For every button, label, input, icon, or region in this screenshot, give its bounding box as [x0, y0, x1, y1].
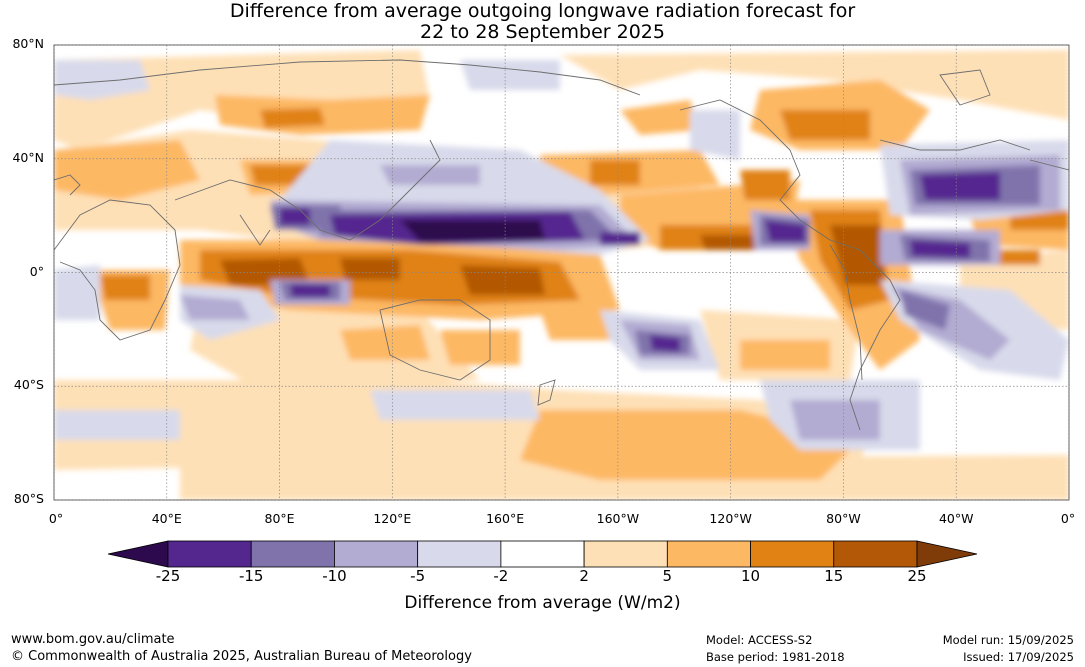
- base-period: Base period: 1981-2018: [706, 650, 845, 664]
- anomaly-field: [54, 45, 1069, 500]
- longitude-label: 160°E: [486, 511, 525, 526]
- website-link[interactable]: www.bom.gov.au/climate: [11, 632, 175, 647]
- issued-date: Issued: 17/09/2025: [963, 650, 1074, 664]
- chart-title-line-1: Difference from average outgoing longwav…: [229, 0, 856, 22]
- chart-title-line-2: 22 to 28 September 2025: [420, 21, 665, 43]
- colorbar: [107, 540, 978, 568]
- colorbar-tick-label: -10: [322, 567, 347, 585]
- longitude-label: 160°W: [596, 511, 640, 526]
- colorbar-tick-label: 10: [741, 567, 761, 585]
- coastlines: [54, 59, 1069, 431]
- colorbar-segment: [666, 540, 751, 568]
- colorbar-extend-high: [916, 540, 978, 568]
- model-run-date: Model run: 15/09/2025: [942, 633, 1074, 647]
- colorbar-tick-label: -25: [155, 567, 181, 585]
- latitude-label: 0°: [29, 263, 44, 279]
- longitude-label: 120°E: [373, 511, 412, 526]
- colorbar-tick-label: 5: [662, 567, 673, 585]
- latitude-label: 40°S: [13, 377, 44, 393]
- longitude-label: 0°: [1060, 511, 1076, 526]
- latitude-label: 80°S: [13, 491, 44, 506]
- colorbar-tick-label: 15: [824, 567, 844, 585]
- colorbar-tick-label: 25: [907, 567, 927, 585]
- colorbar-segment: [417, 540, 502, 568]
- colorbar-extend-low: [107, 540, 169, 568]
- colorbar-tick-label: -5: [410, 567, 426, 585]
- longitude-label: 80°W: [826, 511, 861, 526]
- colorbar-segment: [167, 540, 252, 568]
- colorbar-segment: [500, 540, 585, 568]
- model-name: Model: ACCESS-S2: [706, 633, 813, 647]
- colorbar-segment: [750, 540, 835, 568]
- map-frame: [53, 44, 1070, 501]
- colorbar-tick-label: -2: [493, 567, 509, 585]
- latitude-label: 80°N: [12, 36, 44, 51]
- longitude-label: 80°E: [264, 511, 295, 526]
- latitude-label: 40°N: [12, 149, 44, 165]
- colorbar-tick-label: -15: [238, 567, 264, 585]
- longitude-label: 120°W: [709, 511, 752, 526]
- longitude-label: 0°: [48, 511, 64, 526]
- colorbar-label: Difference from average (W/m2): [404, 593, 681, 613]
- copyright-text: © Commonwealth of Australia 2025, Austra…: [11, 649, 472, 664]
- colorbar-segment: [583, 540, 668, 568]
- longitude-label: 40°W: [938, 511, 974, 526]
- colorbar-segment: [334, 540, 419, 568]
- colorbar-segment: [833, 540, 918, 568]
- longitude-label: 40°E: [151, 511, 182, 526]
- olr-anomaly-map: [53, 44, 1070, 501]
- colorbar-tick-label: 2: [579, 567, 589, 585]
- colorbar-segment: [250, 540, 335, 568]
